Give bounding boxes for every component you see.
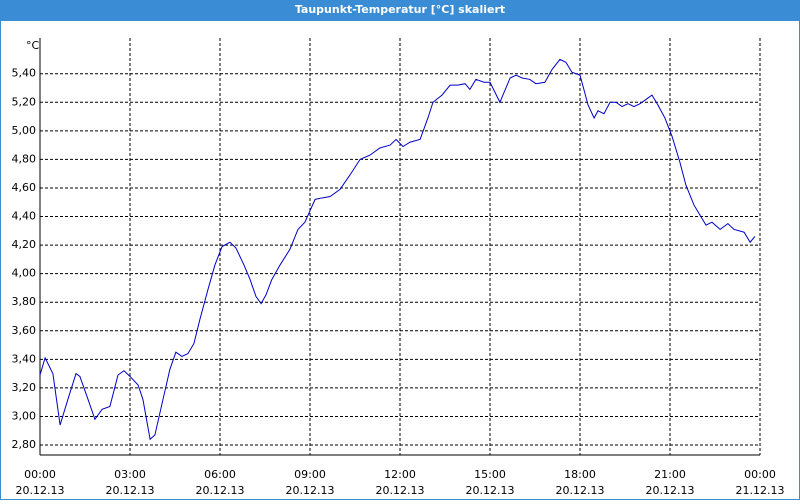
y-unit: °C	[26, 39, 40, 52]
x-tick-label: 12:00	[384, 468, 416, 481]
y-tick-label: 5,20	[12, 95, 37, 108]
y-tick-label: 4,80	[12, 152, 37, 165]
x-tick-label: 21:00	[654, 468, 686, 481]
y-tick-label: 5,00	[12, 124, 37, 137]
y-tick-label: 3,00	[12, 409, 37, 422]
x-tick-date: 20.12.13	[466, 484, 515, 497]
y-tick-label: 3,20	[12, 381, 37, 394]
x-tick-label: 03:00	[114, 468, 146, 481]
x-tick-date: 20.12.13	[286, 484, 335, 497]
y-tick-label: 4,60	[12, 181, 37, 194]
data-line	[39, 58, 756, 441]
x-tick-date: 20.12.13	[556, 484, 605, 497]
y-tick-label: 5,40	[12, 67, 37, 80]
x-tick-label: 06:00	[204, 468, 236, 481]
y-tick-label: 2,80	[12, 438, 37, 451]
y-tick-label: 4,00	[12, 267, 37, 280]
title-bar	[0, 0, 800, 20]
y-tick-label: 4,40	[12, 210, 37, 223]
x-tick-label: 00:00	[24, 468, 56, 481]
y-tick-label: 3,60	[12, 324, 37, 337]
y-tick-label: 4,20	[12, 238, 37, 251]
x-tick-label: 00:00	[744, 468, 776, 481]
x-tick-date: 21.12.13	[736, 484, 785, 497]
x-tick-date: 20.12.13	[196, 484, 245, 497]
y-tick-label: 3,40	[12, 352, 37, 365]
x-tick-date: 20.12.13	[16, 484, 65, 497]
y-tick-label: 3,80	[12, 295, 37, 308]
chart-title: Taupunkt-Temperatur [°C] skaliert	[295, 3, 505, 16]
x-tick-date: 20.12.13	[106, 484, 155, 497]
x-tick-label: 18:00	[564, 468, 596, 481]
x-tick-label: 09:00	[294, 468, 326, 481]
x-tick-date: 20.12.13	[376, 484, 425, 497]
x-tick-date: 20.12.13	[646, 484, 695, 497]
x-tick-label: 15:00	[474, 468, 506, 481]
